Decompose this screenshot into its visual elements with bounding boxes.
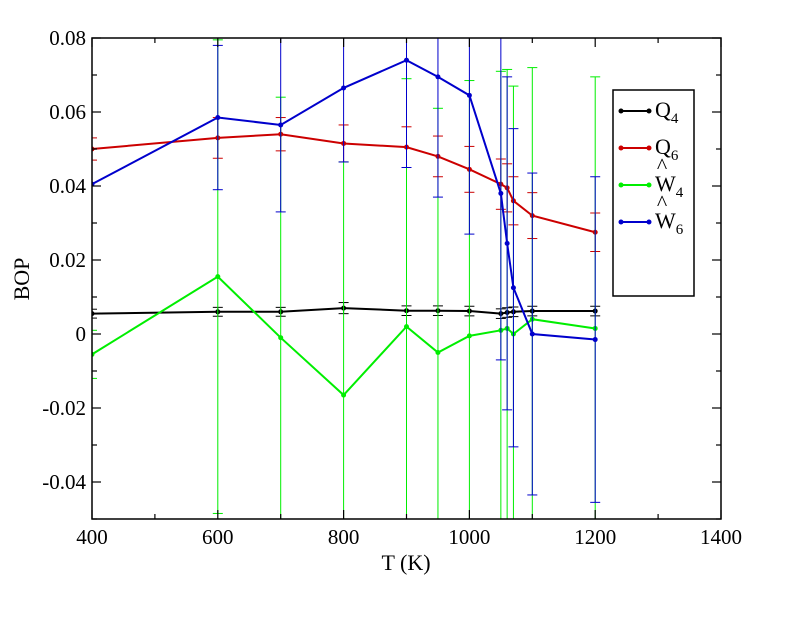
data-point-w4 <box>278 335 284 341</box>
x-tick-label: 1200 <box>574 525 616 549</box>
data-point-w6 <box>504 240 510 246</box>
series-w6 <box>92 38 601 503</box>
legend-subscript-q4: 4 <box>671 111 679 127</box>
data-point-w6 <box>592 337 598 343</box>
series-line-q6 <box>92 133 596 234</box>
y-tick-label: -0.02 <box>42 396 86 420</box>
data-point-w6 <box>278 122 284 128</box>
legend-marker-q4 <box>646 108 652 114</box>
legend-hat-w6: ^ <box>657 190 668 215</box>
y-tick-label: 0.08 <box>49 26 86 50</box>
legend-box <box>612 89 695 297</box>
series-line-w6 <box>92 59 596 341</box>
legend-marker-q6 <box>646 145 652 151</box>
legend-marker-w4 <box>646 182 652 188</box>
x-axis-label: T (K) <box>381 550 430 575</box>
legend-marker-w6 <box>618 219 624 225</box>
legend-marker-q4 <box>618 108 624 114</box>
legend-marker-w4 <box>618 182 624 188</box>
data-point-w6 <box>341 85 347 91</box>
data-point-w6 <box>466 92 472 98</box>
series-line-q4 <box>92 307 596 315</box>
x-tick-label: 1000 <box>448 525 490 549</box>
data-point-w4 <box>341 392 347 398</box>
y-tick-label: 0 <box>76 322 87 346</box>
y-axis-label: BOP <box>9 258 34 301</box>
data-point-w4 <box>435 350 441 355</box>
legend-subscript-w6: 6 <box>676 222 684 238</box>
legend-subscript-w4: 4 <box>676 185 684 201</box>
data-point-w6 <box>215 115 221 121</box>
data-point-w4 <box>466 333 472 339</box>
y-tick-label: 0.02 <box>49 248 86 272</box>
data-point-w4 <box>215 274 221 280</box>
data-point-w4 <box>404 324 409 330</box>
legend-hat-w4: ^ <box>657 153 668 178</box>
x-tick-label: 1400 <box>700 525 742 549</box>
data-point-w6 <box>404 57 409 63</box>
axis-ticks <box>91 37 722 520</box>
series-line-w4 <box>92 275 596 397</box>
legend-subscript-q6: 6 <box>671 148 679 164</box>
y-tick-label: 0.06 <box>49 100 86 124</box>
data-point-w6 <box>435 74 441 80</box>
y-tick-labels: -0.04 -0.02 0 0.02 0.04 0.06 0.08 <box>42 26 86 494</box>
y-tick-label: -0.04 <box>42 470 86 494</box>
legend-marker-q6 <box>618 145 624 151</box>
x-tick-label: 600 <box>202 525 234 549</box>
x-tick-label: 800 <box>328 525 360 549</box>
data-point-w6 <box>510 285 516 291</box>
y-tick-label: 0.04 <box>49 174 86 198</box>
data-point-w6 <box>498 190 504 196</box>
data-point-w6 <box>529 331 535 337</box>
x-tick-label: 400 <box>76 525 108 549</box>
x-tick-labels: 400 600 800 1000 1200 1400 <box>76 525 742 549</box>
legend-marker-w6 <box>646 219 652 225</box>
